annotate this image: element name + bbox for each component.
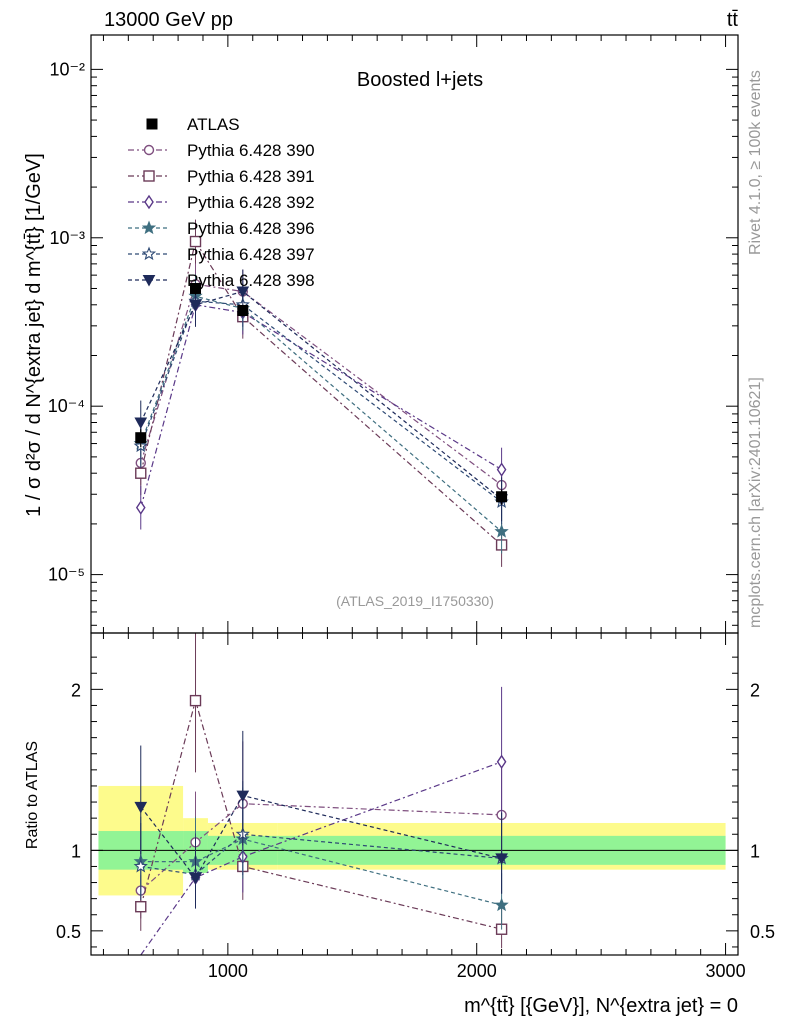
y-tick-label: 10⁻⁴ bbox=[48, 396, 85, 416]
ratio-tick-label-right: 2 bbox=[750, 680, 760, 700]
main-plot bbox=[133, 219, 509, 567]
y-tick-label: 10⁻⁵ bbox=[48, 565, 85, 585]
ratio-marker bbox=[494, 897, 509, 912]
ratio-plot bbox=[91, 633, 738, 956]
ratio-marker bbox=[135, 901, 147, 913]
legend-marker bbox=[144, 194, 154, 210]
ratio-line bbox=[140, 833, 502, 876]
ratio-tick-label-left: 2 bbox=[71, 680, 81, 700]
chart-title: Boosted l+jets bbox=[357, 69, 483, 91]
ratio-tick-label-left: 0.5 bbox=[56, 922, 81, 942]
legend-label: Pythia 6.428 392 bbox=[187, 193, 315, 212]
ratio-line bbox=[140, 794, 502, 879]
series-marker bbox=[496, 462, 507, 477]
ratio-marker bbox=[495, 853, 508, 865]
ratio-line bbox=[140, 698, 502, 930]
data-point bbox=[237, 305, 249, 317]
ratio-marker bbox=[134, 801, 148, 814]
series-marker bbox=[189, 299, 202, 312]
series-line bbox=[140, 239, 502, 546]
legend: ATLAS Pythia 6.428 390 Pythia 6.428 391 Pyt… bbox=[128, 115, 315, 290]
site-label: mcplots.cern.ch [arXiv:2401.10621] bbox=[747, 377, 764, 628]
ratio-tick-label-left: 1 bbox=[71, 841, 81, 861]
series-marker bbox=[189, 235, 202, 248]
legend-label: Pythia 6.428 391 bbox=[187, 167, 315, 186]
ratio-marker bbox=[496, 754, 507, 770]
energy-label: 13000 GeV pp bbox=[104, 9, 233, 31]
x-tick-label: 3000 bbox=[706, 961, 746, 981]
legend-label: Pythia 6.428 398 bbox=[187, 271, 315, 290]
y-tick-label: 10⁻² bbox=[49, 59, 85, 79]
legend-marker bbox=[141, 220, 157, 235]
ratio-tick-label-right: 0.5 bbox=[750, 922, 775, 942]
series-marker bbox=[135, 467, 147, 479]
series-line bbox=[140, 295, 502, 533]
analysis-tag: (ATLAS_2019_I1750330) bbox=[336, 593, 494, 609]
ratio-line bbox=[140, 803, 502, 892]
y-axis-label: 1 / σ d²σ / d N^{extra jet} d m^{tt̄} [1… bbox=[23, 153, 45, 517]
legend-label-data: ATLAS bbox=[187, 115, 240, 134]
data-point bbox=[135, 432, 147, 444]
series-marker bbox=[236, 286, 250, 299]
ratio-frame bbox=[90, 632, 739, 956]
y-tick-label: 10⁻³ bbox=[49, 228, 85, 248]
ratio-line bbox=[140, 838, 502, 906]
data-point bbox=[496, 491, 508, 503]
process-label: tt̄ bbox=[727, 9, 739, 31]
legend-marker bbox=[142, 275, 156, 287]
x-tick-label: 1000 bbox=[208, 961, 248, 981]
series-marker bbox=[135, 500, 146, 515]
legend-marker bbox=[143, 170, 155, 182]
x-axis-label: m^{tt̄} [{GeV}], N^{extra jet} = 0 bbox=[464, 995, 738, 1017]
series-marker bbox=[494, 524, 509, 538]
series-line bbox=[140, 290, 502, 500]
series-marker bbox=[134, 417, 148, 430]
legend-label: Pythia 6.428 396 bbox=[187, 219, 315, 238]
series-line bbox=[140, 304, 502, 508]
rivet-label: Rivet 4.1.0, ≥ 100k events bbox=[747, 70, 764, 255]
legend-marker bbox=[143, 144, 155, 156]
ratio-marker bbox=[189, 872, 202, 885]
ratio-marker bbox=[189, 694, 202, 707]
x-tick-label: 2000 bbox=[457, 961, 497, 981]
ratio-axis-label: Ratio to ATLAS bbox=[24, 741, 41, 849]
legend-label: Pythia 6.428 397 bbox=[187, 245, 315, 264]
series-line bbox=[140, 300, 502, 503]
ratio-tick-label-right: 1 bbox=[750, 841, 760, 861]
series-line bbox=[140, 283, 502, 486]
ratio-line bbox=[140, 761, 502, 956]
legend-marker-data bbox=[146, 118, 158, 130]
legend-label: Pythia 6.428 390 bbox=[187, 141, 315, 160]
axes-frame: 1000 2000 3000 10⁻⁵ 10⁻⁴ 10⁻³ 10⁻² 0.5 0.5 1 1 2 2 bbox=[48, 34, 775, 981]
ratio-marker bbox=[236, 790, 250, 803]
data-point bbox=[190, 282, 202, 294]
ratio-marker bbox=[133, 858, 148, 873]
legend-marker bbox=[141, 246, 157, 261]
